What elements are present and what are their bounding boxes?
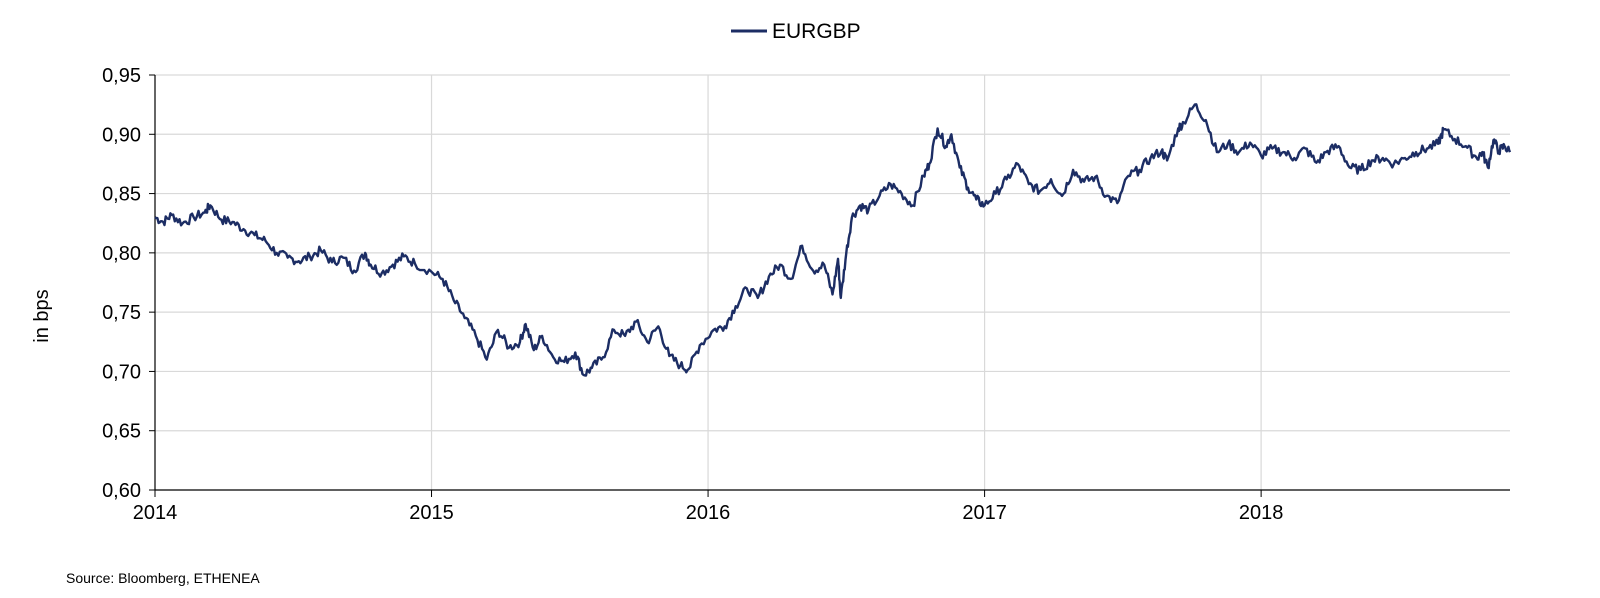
y-axis-label: in bps [31, 289, 53, 342]
series-line-eurgbp [154, 103, 1512, 377]
x-tick-label: 2017 [962, 502, 1007, 524]
x-tick-label: 2016 [686, 502, 731, 524]
y-tick-label: 0,95 [102, 65, 141, 87]
legend-label: EURGBP [772, 20, 861, 43]
source-note: Source: Bloomberg, ETHENEA [66, 570, 260, 586]
x-tick-label: 2014 [133, 502, 178, 524]
x-tick-label: 2015 [409, 502, 454, 524]
y-tick-label: 0,85 [102, 184, 141, 206]
y-tick-label: 0,80 [102, 243, 141, 265]
y-tick-label: 0,65 [102, 421, 141, 443]
x-tick-label: 2018 [1239, 502, 1284, 524]
axes [149, 74, 1510, 497]
y-tick-label: 0,60 [102, 480, 141, 502]
gridlines [155, 74, 1510, 490]
y-tick-label: 0,90 [102, 124, 141, 146]
y-tick-labels: 0,60 0,65 0,70 0,75 0,80 0,85 0,90 0,95 [102, 65, 141, 502]
legend: EURGBP [731, 20, 861, 43]
y-tick-label: 0,75 [102, 302, 141, 324]
x-tick-labels: 2014 2015 2016 2017 2018 [133, 502, 1284, 524]
y-tick-label: 0,70 [102, 361, 141, 383]
